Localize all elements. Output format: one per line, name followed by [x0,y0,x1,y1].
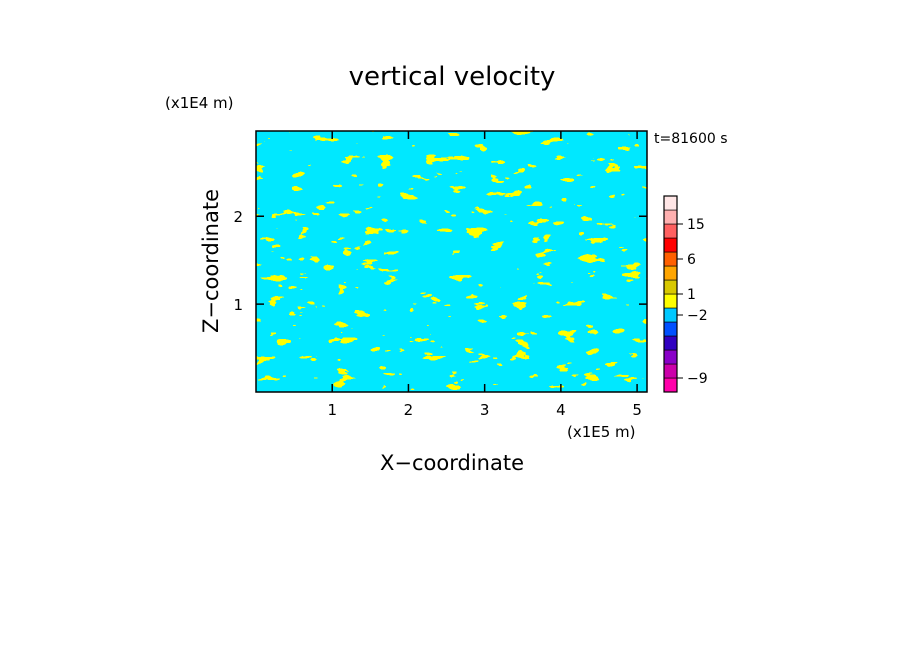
colorbar-segment [663,321,678,337]
colorbar-segment [663,195,678,211]
x-unit-label: (x1E5 m) [567,423,636,441]
y-tick-label: 2 [233,208,243,226]
colorbar-segment [663,307,678,323]
colorbar-segment [663,279,678,295]
colorbar-label: −2 [687,308,708,324]
x-axis: 1 2 3 4 5 [327,131,642,419]
colorbar-segment [663,223,678,239]
y-axis-title: Z−coordinate [199,189,223,333]
chart-title: vertical velocity [349,62,556,92]
positive-field [256,131,647,392]
heatmap-field [256,131,647,392]
y-axis: 12 [233,208,647,314]
colorbar-segment [663,293,678,309]
x-tick-label: 3 [480,401,490,419]
x-tick-label: 1 [327,401,337,419]
colorbar-segment [663,363,678,379]
y-tick-label: 1 [233,296,243,314]
colorbar-segment [663,377,678,393]
colorbar-label: 1 [687,287,696,303]
x-tick-label: 4 [556,401,566,419]
x-tick-label: 2 [404,401,414,419]
colorbar-segment [663,349,678,365]
plot-frame [255,130,648,393]
colorbar-label: −9 [687,371,708,387]
colorbar-label: 6 [687,252,696,268]
colorbar-label: 15 [687,217,705,233]
colorbar-segment [663,251,678,267]
colorbar: −9 −2 1 6 15 [663,195,708,393]
x-axis-title: X−coordinate [380,451,524,475]
x-tick-label: 5 [632,401,642,419]
colorbar-segment [663,209,678,225]
y-unit-label: (x1E4 m) [165,94,234,112]
time-label: t=81600 s [654,131,728,147]
colorbar-segment [663,237,678,253]
colorbar-segment [663,335,678,351]
colorbar-segment [663,265,678,281]
